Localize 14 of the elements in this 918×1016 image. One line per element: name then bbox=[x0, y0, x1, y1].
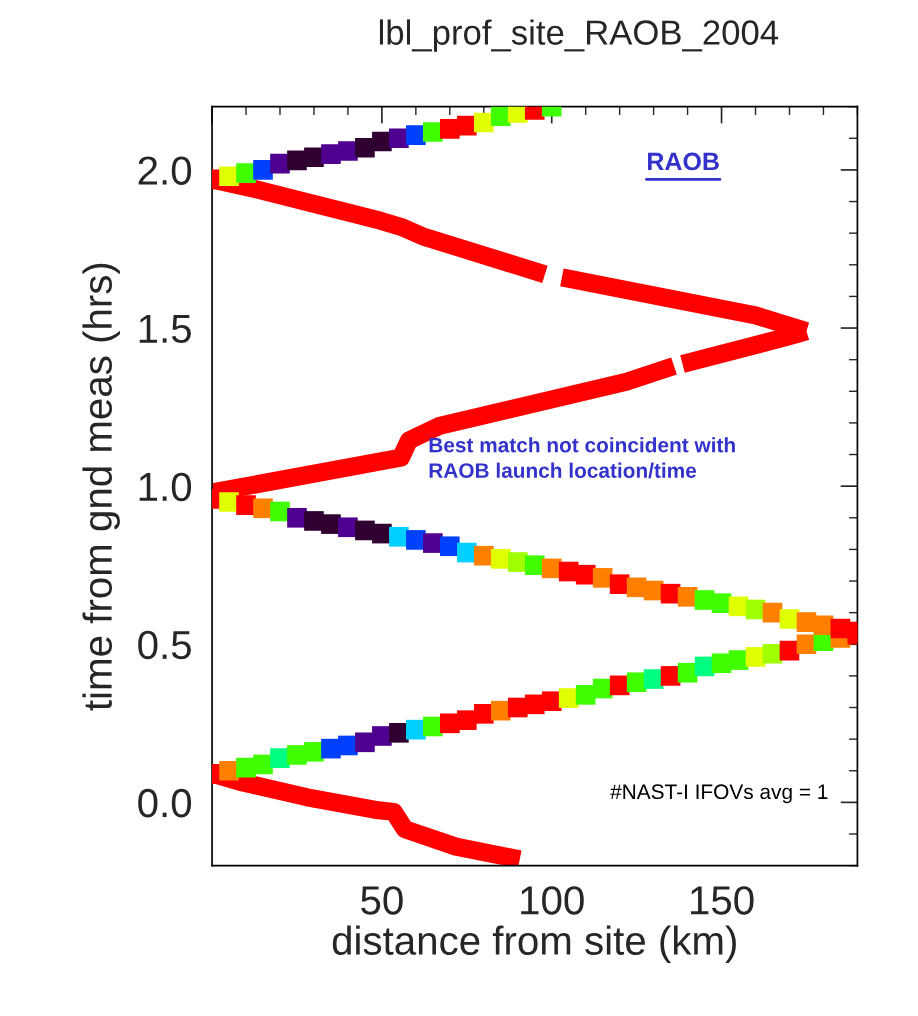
y-tick-label: 1.5 bbox=[139, 314, 191, 344]
x-tick-label: 100 bbox=[521, 886, 584, 915]
chart-title: lbl_prof_site_RAOB_2004 bbox=[379, 19, 779, 52]
x-tick-label: 50 bbox=[361, 886, 403, 915]
y-tick-label: 2.0 bbox=[138, 156, 192, 185]
y-tick-label: 0.0 bbox=[138, 788, 192, 818]
annotation: #NAST-I IFOVs avg = 1 bbox=[610, 784, 828, 804]
x-tick-label: 150 bbox=[691, 886, 754, 915]
annotation: Best match not coincident with RAOB launch location/time bbox=[429, 437, 735, 479]
y-tick-label: 1.0 bbox=[139, 472, 192, 502]
x-axis-title: distance from site (km) bbox=[332, 925, 736, 963]
annotation: RAOB bbox=[648, 152, 719, 171]
y-tick-label: 0.5 bbox=[138, 630, 191, 660]
y-axis-title: time from gnd meas (hrs) bbox=[82, 263, 120, 711]
